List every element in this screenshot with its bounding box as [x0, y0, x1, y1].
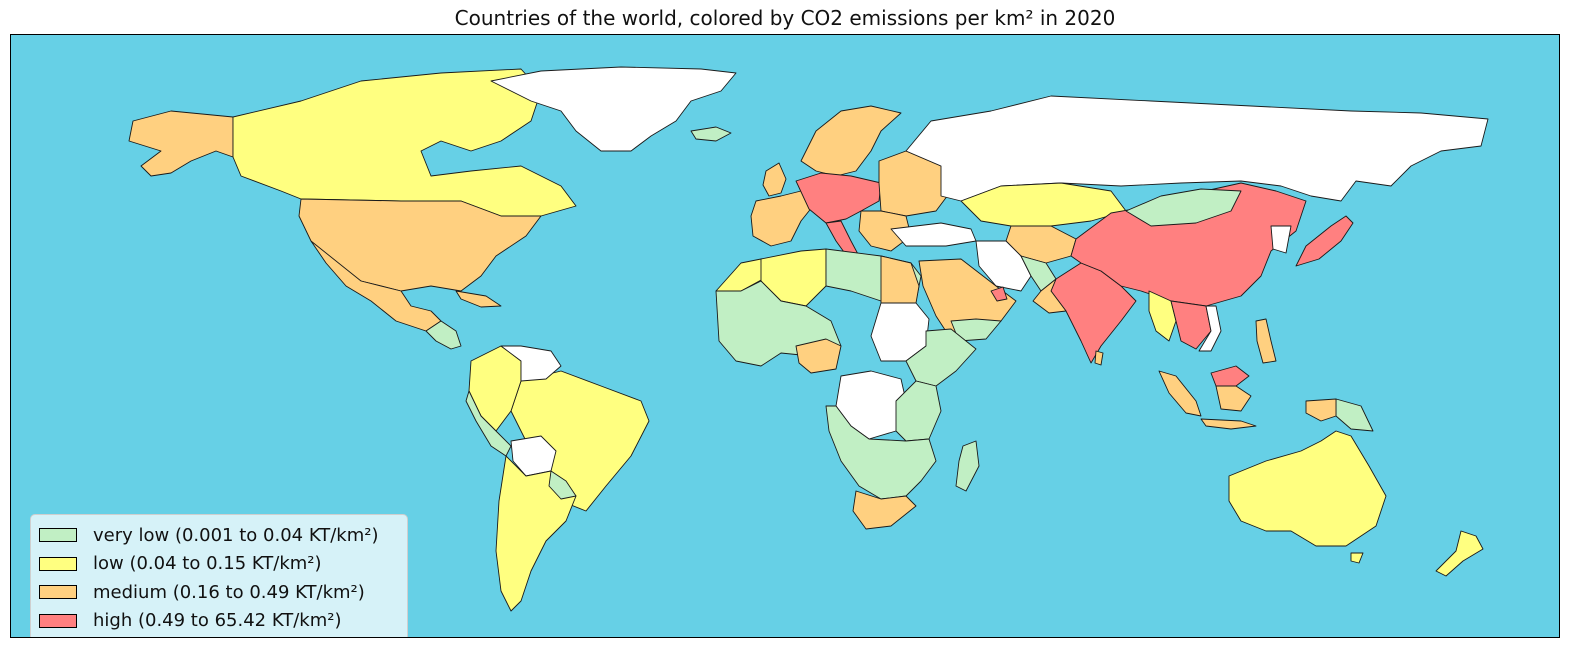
region-egypt — [880, 255, 920, 304]
map-legend: very low (0.001 to 0.04 KT/km²) low (0.0… — [30, 514, 408, 637]
region-venezuela-guyana — [500, 345, 562, 382]
map-title: Countries of the world, colored by CO2 e… — [454, 6, 1116, 30]
region-new-zealand — [1435, 530, 1484, 577]
region-southern-africa — [825, 405, 937, 500]
region-paraguay — [548, 470, 577, 500]
region-iceland — [690, 126, 732, 142]
legend-item-low: low (0.04 to 0.15 KT/km²) — [39, 550, 399, 579]
world-map: very low (0.001 to 0.04 KT/km²) low (0.0… — [10, 34, 1560, 638]
region-korea — [1270, 225, 1292, 254]
legend-label: high (0.49 to 65.42 KT/km²) — [93, 610, 342, 632]
legend-item-high: high (0.49 to 65.42 KT/km²) — [39, 607, 399, 636]
world-map-canvas — [128, 66, 1489, 612]
legend-label: medium (0.16 to 0.49 KT/km²) — [93, 581, 365, 603]
region-south-africa — [852, 490, 917, 530]
region-vietnam — [1198, 305, 1222, 352]
region-nigeria — [795, 338, 842, 374]
region-caribbean — [455, 290, 502, 308]
region-australia — [1228, 430, 1387, 547]
region-east-africa — [895, 380, 942, 442]
region-japan — [1295, 215, 1354, 267]
region-central-europe — [795, 172, 882, 224]
region-philippines — [1255, 318, 1277, 364]
region-sumatra — [1158, 370, 1202, 417]
region-papua-new-guinea — [1335, 398, 1374, 432]
region-west-papua — [1305, 398, 1337, 422]
region-java — [1200, 418, 1257, 430]
legend-swatch — [39, 613, 77, 628]
region-madagascar — [955, 440, 980, 492]
legend-swatch — [39, 585, 77, 600]
region-malaysia — [1210, 365, 1250, 387]
legend-item-medium: medium (0.16 to 0.49 KT/km²) — [39, 578, 399, 607]
region-alaska — [128, 110, 234, 177]
legend-label: low (0.04 to 0.15 KT/km²) — [93, 553, 322, 575]
region-mongolia — [1125, 188, 1242, 227]
region-borneo — [1215, 385, 1252, 412]
region-tasmania — [1350, 552, 1364, 564]
legend-label: very low (0.001 to 0.04 KT/km²) — [93, 524, 379, 546]
region-central-america — [425, 320, 462, 350]
legend-item-very-low: very low (0.001 to 0.04 KT/km²) — [39, 521, 399, 550]
region-balkans — [858, 210, 912, 252]
region-pakistan — [1032, 278, 1067, 314]
region-russia — [905, 95, 1489, 202]
region-uae — [990, 286, 1008, 302]
region-sri-lanka — [1094, 350, 1104, 366]
region-western-europe — [750, 190, 814, 247]
region-iran — [975, 240, 1032, 292]
legend-swatch — [39, 528, 77, 543]
legend-item-missing: Country missing in dataset — [39, 635, 399, 637]
legend-swatch — [39, 556, 77, 571]
region-greenland — [490, 66, 737, 152]
region-uk — [762, 162, 787, 197]
